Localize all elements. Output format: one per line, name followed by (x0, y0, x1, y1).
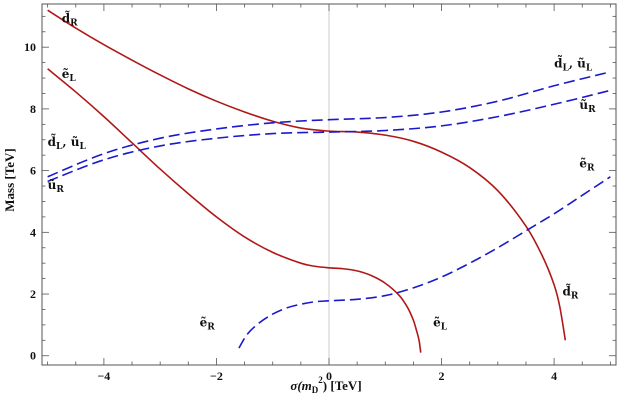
y-tick-label: 4 (30, 225, 36, 239)
x-tick-label: 0 (326, 369, 332, 383)
x-tick-label: −4 (97, 369, 110, 383)
curve-label-eR-left: ẽR (200, 315, 216, 332)
curve-label-eL-left: ẽL (62, 67, 77, 84)
y-tick-label: 2 (30, 287, 36, 301)
series-line-2 (47, 71, 611, 178)
series-line-0 (47, 9, 567, 341)
series-line-4 (238, 176, 611, 349)
series-line-1 (47, 68, 422, 353)
y-tick-label: 0 (30, 349, 36, 363)
x-axis-title: σ(mD2) [TeV] (290, 375, 361, 395)
series-line-3 (47, 89, 611, 183)
x-tick-label: −2 (210, 369, 223, 383)
curves-group (47, 9, 611, 353)
ticks-group: −4 −2 0 2 4 0 2 4 6 8 10 (24, 4, 616, 383)
curve-label-eL-right: ẽL (433, 315, 448, 332)
curve-label-eR-right: ẽR (579, 157, 595, 174)
y-tick-label: 8 (30, 102, 36, 116)
x-tick-label: 4 (551, 369, 557, 383)
curve-label-dLuL-left: d̃L, ũL (48, 133, 87, 152)
x-tick-label: 2 (439, 369, 445, 383)
curve-label-uR-right: ũR (579, 98, 596, 115)
y-tick-label: 10 (24, 40, 36, 54)
y-tick-label: 6 (30, 164, 36, 178)
curve-label-dR-top: d̃R (62, 9, 78, 28)
curve-labels-group: d̃R ẽL d̃L, ũL ũR ẽR ẽL d̃R d̃L, ũL ũR ẽR (48, 9, 597, 332)
curve-label-dLuL-right: d̃L, ũL (554, 54, 593, 73)
y-axis-title: Mass [TeV] (2, 148, 17, 211)
curve-label-dR-right: d̃R (563, 282, 579, 301)
curve-label-uR-left: ũR (48, 178, 65, 195)
